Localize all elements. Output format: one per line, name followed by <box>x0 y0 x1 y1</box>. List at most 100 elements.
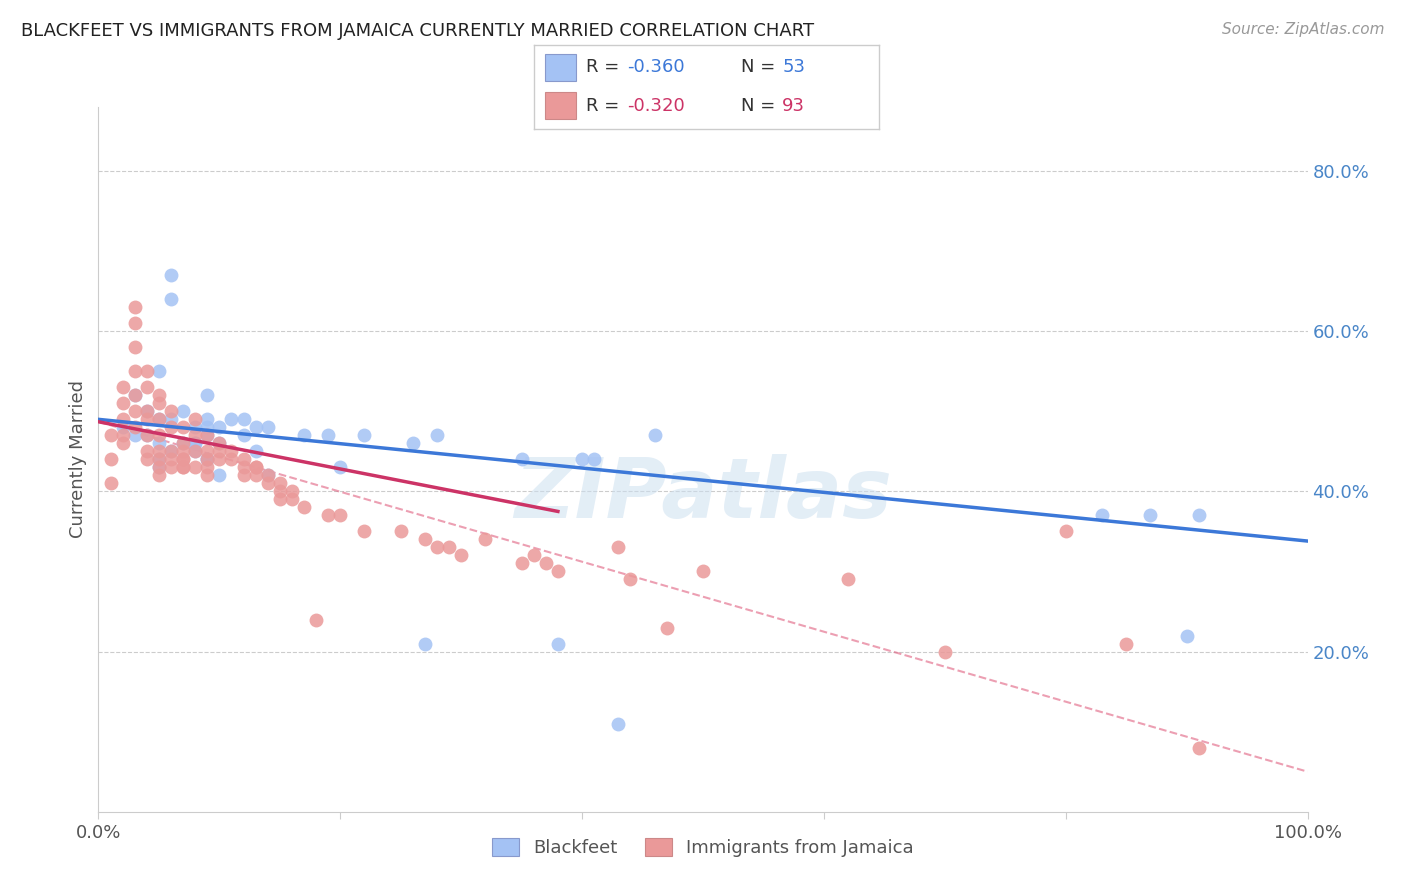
Point <box>256 420 278 434</box>
Point <box>184 436 207 450</box>
Point <box>135 412 157 426</box>
Point <box>172 460 194 475</box>
Point <box>124 364 146 378</box>
Point <box>148 452 170 467</box>
Text: N =: N = <box>741 96 780 114</box>
Point <box>269 492 291 507</box>
Point <box>1188 740 1211 755</box>
Point <box>172 420 194 434</box>
Point <box>148 444 170 458</box>
Point <box>655 621 678 635</box>
Point <box>160 292 183 306</box>
Point <box>135 404 157 418</box>
Point <box>934 644 956 658</box>
Point <box>195 420 218 434</box>
Point <box>426 428 449 442</box>
Point <box>100 452 122 467</box>
Point <box>160 268 183 283</box>
Point <box>124 388 146 402</box>
Point <box>534 557 557 571</box>
Point <box>111 428 134 442</box>
Point <box>135 380 157 394</box>
Point <box>160 420 183 434</box>
Point <box>148 388 170 402</box>
Point <box>292 500 315 515</box>
Text: R =: R = <box>586 59 624 77</box>
Point <box>172 460 194 475</box>
Point <box>232 412 254 426</box>
Point <box>135 364 157 378</box>
Point <box>111 420 134 434</box>
Point <box>148 436 170 450</box>
Point <box>292 428 315 442</box>
Point <box>1115 636 1137 650</box>
Point <box>232 452 254 467</box>
Point <box>111 436 134 450</box>
Point <box>607 716 630 731</box>
Text: 93: 93 <box>782 96 806 114</box>
Point <box>208 436 231 450</box>
Point <box>148 396 170 410</box>
Point <box>148 460 170 475</box>
Point <box>547 636 569 650</box>
Point <box>195 388 218 402</box>
Point <box>135 404 157 418</box>
Point <box>195 452 218 467</box>
Point <box>413 533 436 547</box>
Point <box>426 541 449 555</box>
Point <box>256 468 278 483</box>
Point <box>245 460 267 475</box>
Point <box>184 412 207 426</box>
Text: 53: 53 <box>782 59 806 77</box>
Point <box>135 452 157 467</box>
Legend: Blackfeet, Immigrants from Jamaica: Blackfeet, Immigrants from Jamaica <box>484 829 922 866</box>
Point <box>523 549 546 563</box>
Point <box>208 436 231 450</box>
Point <box>245 420 267 434</box>
Point <box>474 533 496 547</box>
Point <box>510 452 533 467</box>
Point <box>160 452 183 467</box>
Text: -0.320: -0.320 <box>627 96 685 114</box>
Point <box>111 380 134 394</box>
Point <box>607 541 630 555</box>
Point <box>1054 524 1077 539</box>
Point <box>160 444 183 458</box>
Point <box>148 428 170 442</box>
Point <box>148 468 170 483</box>
Point <box>184 444 207 458</box>
Text: BLACKFEET VS IMMIGRANTS FROM JAMAICA CURRENTLY MARRIED CORRELATION CHART: BLACKFEET VS IMMIGRANTS FROM JAMAICA CUR… <box>21 22 814 40</box>
Point <box>256 468 278 483</box>
Point <box>135 444 157 458</box>
Point <box>245 460 267 475</box>
Point <box>195 428 218 442</box>
Point <box>353 428 375 442</box>
Point <box>1188 508 1211 523</box>
Point <box>160 444 183 458</box>
Point <box>160 404 183 418</box>
Point <box>135 428 157 442</box>
Point <box>208 468 231 483</box>
Point <box>329 508 352 523</box>
Point <box>316 508 339 523</box>
Point <box>184 444 207 458</box>
Text: Source: ZipAtlas.com: Source: ZipAtlas.com <box>1222 22 1385 37</box>
Point <box>437 541 460 555</box>
Point <box>195 452 218 467</box>
Point <box>221 444 243 458</box>
Point <box>148 452 170 467</box>
Point <box>245 444 267 458</box>
Point <box>124 428 146 442</box>
Point <box>269 476 291 491</box>
Point <box>124 300 146 314</box>
Point <box>232 468 254 483</box>
Point <box>172 444 194 458</box>
Point <box>1175 628 1198 642</box>
Point <box>172 404 194 418</box>
FancyBboxPatch shape <box>544 54 575 81</box>
Text: ZIPatlas: ZIPatlas <box>515 454 891 535</box>
Point <box>195 468 218 483</box>
Point <box>402 436 425 450</box>
Point <box>329 460 352 475</box>
Point <box>111 412 134 426</box>
